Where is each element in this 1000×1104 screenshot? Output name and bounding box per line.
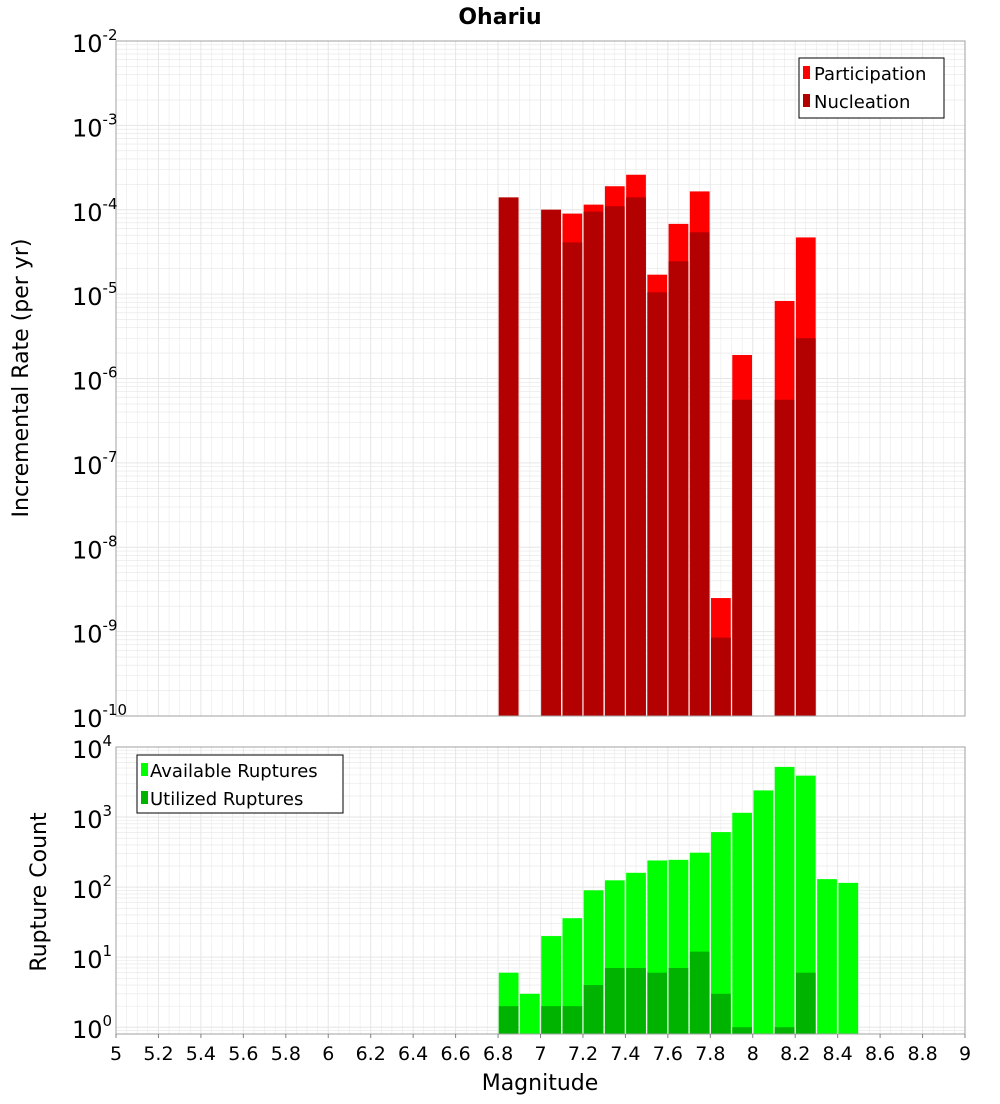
rate-y-tick-label: 10-8 [72, 532, 118, 564]
x-tick-label: 6.2 [356, 1043, 386, 1065]
rate-panel: 10-10 10-9 10-8 10-7 10-6 10-5 10-4 10-3 10-2 In… [9, 26, 966, 733]
rate-bar-b [711, 637, 731, 716]
count-y-tick-label: 103 [72, 802, 112, 834]
count-legend: Available Ruptures Utilized Ruptures [136, 754, 344, 814]
rate-bar-b [604, 206, 625, 716]
count-bar-b [583, 985, 604, 1034]
rate-bar-b [774, 399, 795, 716]
rate-bar-b [689, 232, 710, 716]
x-tick-label: 9 [959, 1043, 971, 1065]
count-bar-a [711, 832, 731, 1034]
rate-y-tick-label: 10-9 [72, 617, 118, 649]
rate-y-axis-label: Incremental Rate (per yr) [9, 239, 34, 518]
count-bar-b [562, 1006, 583, 1034]
count-bar-a [817, 879, 837, 1034]
count-bar-b [626, 968, 646, 1034]
x-tick-label: 6.8 [483, 1043, 513, 1065]
count-bar-a [753, 790, 774, 1034]
rate-bar-b [795, 338, 816, 716]
x-tick-labels: 5 5.2 5.4 5.6 5.8 6 6.2 6.4 6.6 6.8 7 7.2 7.4 7.6 7.8 8… [110, 1034, 971, 1065]
count-bar-b [689, 951, 710, 1034]
rate-bar-b [498, 197, 519, 717]
chart-title: Ohariu [458, 5, 541, 30]
rate-bar-b [647, 292, 668, 716]
count-y-tick-label: 104 [72, 732, 112, 764]
rate-y-tick-label: 10-4 [72, 195, 118, 227]
count-y-tick-label: 100 [72, 1012, 112, 1044]
rate-bars [498, 174, 816, 717]
count-y-axis-label: Rupture Count [27, 812, 52, 972]
count-bar-b [711, 993, 731, 1034]
x-tick-label: 8.6 [865, 1043, 895, 1065]
x-tick-label: 6.4 [398, 1043, 428, 1065]
x-tick-label: 8.8 [907, 1043, 937, 1065]
count-bar-a [774, 766, 795, 1034]
rate-y-ticks: 10-10 10-9 10-8 10-7 10-6 10-5 10-4 10-3 10-2 [72, 26, 127, 733]
x-tick-label: 7.2 [568, 1043, 598, 1065]
legend-label-nucleation: Nucleation [814, 92, 910, 113]
x-tick-label: 5.8 [271, 1043, 301, 1065]
count-bar-a [838, 882, 859, 1034]
x-tick-label: 5.4 [186, 1043, 216, 1065]
x-tick-label: 5.2 [143, 1043, 173, 1065]
x-axis-label: Magnitude [482, 1071, 599, 1096]
rate-grid [115, 40, 966, 717]
rate-bar-b [626, 197, 646, 717]
rate-bar-b [562, 242, 583, 716]
rate-y-tick-label: 10-2 [72, 26, 118, 58]
x-tick-label: 6.6 [440, 1043, 470, 1065]
count-bar-b [795, 972, 816, 1034]
rate-bar-b [541, 209, 561, 716]
rate-bar-b [583, 211, 604, 716]
count-bar-a [562, 918, 583, 1034]
count-y-ticks: 100 101 102 103 104 [72, 732, 112, 1044]
count-bar-b [541, 1006, 561, 1034]
count-bars [498, 766, 859, 1034]
count-bar-b [732, 1027, 753, 1034]
count-bar-b [498, 1006, 519, 1034]
rate-y-tick-label: 10-7 [72, 448, 118, 480]
legend-label-participation: Participation [814, 64, 926, 85]
x-tick-label: 5.6 [228, 1043, 258, 1065]
count-y-tick-label: 101 [72, 942, 112, 974]
x-tick-label: 7 [534, 1043, 546, 1065]
count-bar-b [647, 972, 668, 1034]
legend-swatch-nucleation [803, 94, 810, 107]
x-tick-label: 8 [747, 1043, 759, 1065]
rate-y-tick-label: 10-3 [72, 110, 118, 142]
count-legend-box [136, 754, 344, 814]
legend-swatch-utilized [141, 791, 148, 804]
rate-plot-frame [115, 40, 966, 717]
legend-label-available: Available Ruptures [150, 761, 318, 782]
x-tick-label: 6 [322, 1043, 334, 1065]
legend-label-utilized: Utilized Ruptures [150, 789, 303, 810]
count-panel: 100 101 102 103 104 Rupture Count Available … [27, 732, 966, 1044]
rate-bar-b [668, 261, 689, 716]
legend-swatch-available [141, 763, 148, 776]
rate-y-tick-label: 10-6 [72, 364, 118, 396]
count-bar-a [795, 775, 816, 1034]
count-bar-a [732, 812, 753, 1034]
rate-legend-box [798, 57, 945, 119]
rate-y-tick-label: 10-10 [72, 701, 127, 733]
x-tick-label: 7.6 [653, 1043, 683, 1065]
count-bar-b [774, 1027, 795, 1034]
count-bar-a [520, 993, 540, 1034]
count-y-tick-label: 102 [72, 872, 112, 904]
legend-swatch-participation [803, 66, 810, 79]
x-tick-label: 7.4 [610, 1043, 640, 1065]
rate-bar-b [732, 399, 753, 716]
rate-legend: Participation Nucleation [798, 57, 945, 119]
x-tick-label: 7.8 [695, 1043, 725, 1065]
count-bar-b [668, 968, 689, 1034]
count-bar-b [604, 968, 625, 1034]
x-tick-label: 5 [110, 1043, 122, 1065]
x-tick-label: 8.4 [823, 1043, 853, 1065]
x-tick-label: 8.2 [780, 1043, 810, 1065]
rate-y-tick-label: 10-5 [72, 279, 118, 311]
